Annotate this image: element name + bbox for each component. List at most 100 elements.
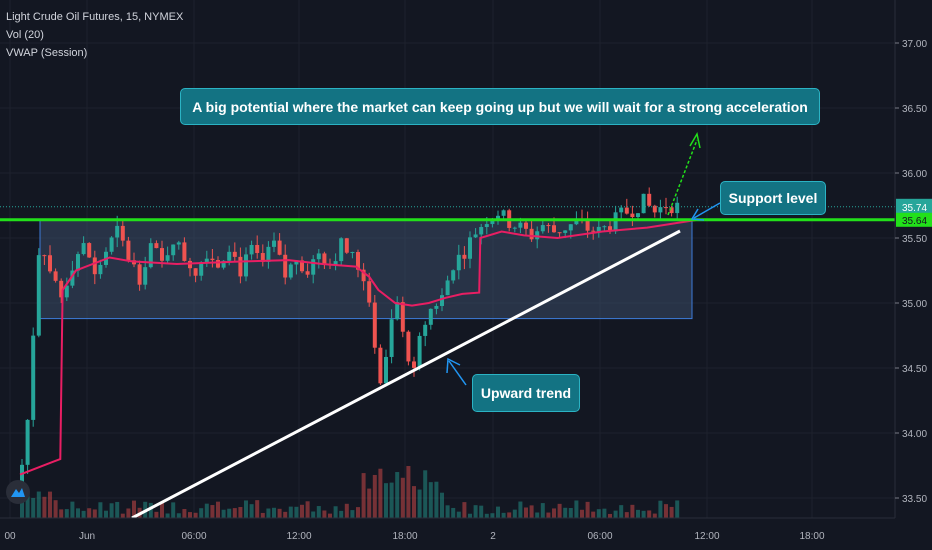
candle-body [120, 225, 125, 241]
volume-bar [344, 503, 349, 518]
volume-bar [356, 507, 360, 518]
annotation-support-level[interactable]: Support level [720, 181, 826, 215]
annotation-upward-trend[interactable]: Upward trend [472, 374, 580, 412]
candle-body [596, 226, 601, 232]
volume-bar [221, 509, 226, 518]
volume-bar [277, 508, 282, 518]
green-arrow-line [667, 139, 698, 216]
candle-body [361, 269, 366, 282]
volume-bar [389, 482, 394, 518]
candle-body [675, 202, 680, 214]
candle-body [81, 243, 86, 255]
volume-bar [445, 505, 450, 518]
candle-body [59, 280, 64, 298]
volume-bar [512, 509, 517, 518]
volume-bar [636, 509, 640, 518]
volume-bar [490, 513, 495, 518]
candle-body [294, 260, 299, 265]
volume-bar [227, 508, 232, 518]
volume-bar [434, 481, 439, 518]
candle-body [669, 207, 674, 214]
y-tick-label-3: 35.50 [902, 234, 927, 245]
candle-body [288, 264, 293, 278]
candle-body [277, 240, 282, 255]
volume-bar [182, 509, 187, 518]
volume-bar [367, 488, 372, 518]
volume-bar [518, 501, 523, 518]
volume-bar [585, 501, 590, 518]
volume-bar [658, 500, 663, 518]
candle-body [333, 261, 338, 266]
volume-bar [260, 512, 265, 518]
candle-body [199, 262, 204, 276]
legend-symbol[interactable]: Light Crude Oil Futures, 15, NYMEX [6, 11, 184, 23]
volume-bar [165, 513, 170, 518]
candle-body [496, 215, 500, 220]
legend-vwap[interactable]: VWAP (Session) [6, 47, 88, 59]
candle-body [412, 361, 416, 368]
volume-bar [591, 511, 596, 518]
candle-body [165, 255, 170, 261]
x-tick-label-3: 12:00 [286, 531, 311, 542]
y-tick-label-1: 36.50 [902, 104, 927, 115]
candle-body [406, 331, 411, 362]
legend-volume[interactable]: Vol (20) [6, 29, 44, 41]
candle-body [585, 220, 590, 231]
candle-body [316, 253, 321, 260]
volume-bar [378, 468, 383, 518]
volume-bar [98, 502, 103, 518]
candle-body [176, 242, 181, 245]
volume-bar [602, 508, 607, 518]
x-tick-label-1: Jun [79, 531, 95, 542]
candle-body [574, 219, 579, 225]
volume-bar [244, 500, 248, 518]
last-price-label: 35.74 [902, 203, 927, 214]
candle-body [608, 226, 612, 232]
candle-body [87, 243, 92, 258]
volume-bar [361, 473, 366, 518]
volume-bar [339, 510, 344, 518]
candle-body [552, 225, 556, 233]
candle-body [344, 238, 349, 253]
volume-bar [328, 513, 332, 518]
candle-body [490, 219, 495, 225]
support-price-tag [896, 212, 932, 227]
vwap-line [19, 218, 698, 476]
y-tick-label-0: 37.00 [902, 39, 927, 50]
candle-body [456, 254, 461, 271]
volume-bar [647, 510, 652, 518]
x-tick-label-6: 06:00 [587, 531, 612, 542]
volume-bar [496, 506, 500, 518]
volume-bar [120, 513, 125, 518]
volume-bar [540, 503, 545, 518]
volume-bar [484, 513, 489, 518]
annotation-main-note[interactable]: A big potential where the market can kee… [180, 88, 820, 125]
blue-arrow-support [693, 202, 721, 219]
candle-body [664, 207, 668, 209]
candle-body [31, 335, 36, 420]
x-tick-label-4: 18:00 [392, 531, 417, 542]
candle-body [619, 207, 624, 213]
volume-bar [613, 510, 618, 518]
candle-body [137, 264, 142, 285]
volume-bar [529, 505, 534, 518]
volume-bar [322, 510, 327, 518]
candle-body [630, 213, 635, 218]
volume-bar [428, 482, 433, 518]
tradingview-logo-icon[interactable] [6, 480, 30, 504]
candle-body [76, 254, 80, 271]
candle-body [434, 305, 439, 309]
candle-body [372, 302, 377, 348]
volume-bar [630, 504, 635, 518]
volume-bar [552, 508, 556, 518]
volume-bar [333, 506, 338, 518]
volume-bar [92, 509, 97, 518]
volume-bar [501, 512, 506, 518]
candle-body [400, 302, 405, 332]
volume-bar [64, 509, 69, 518]
green-arrow-head [689, 131, 701, 149]
candle-body [210, 258, 215, 261]
candle-body [98, 264, 103, 275]
candle-body [204, 258, 209, 263]
